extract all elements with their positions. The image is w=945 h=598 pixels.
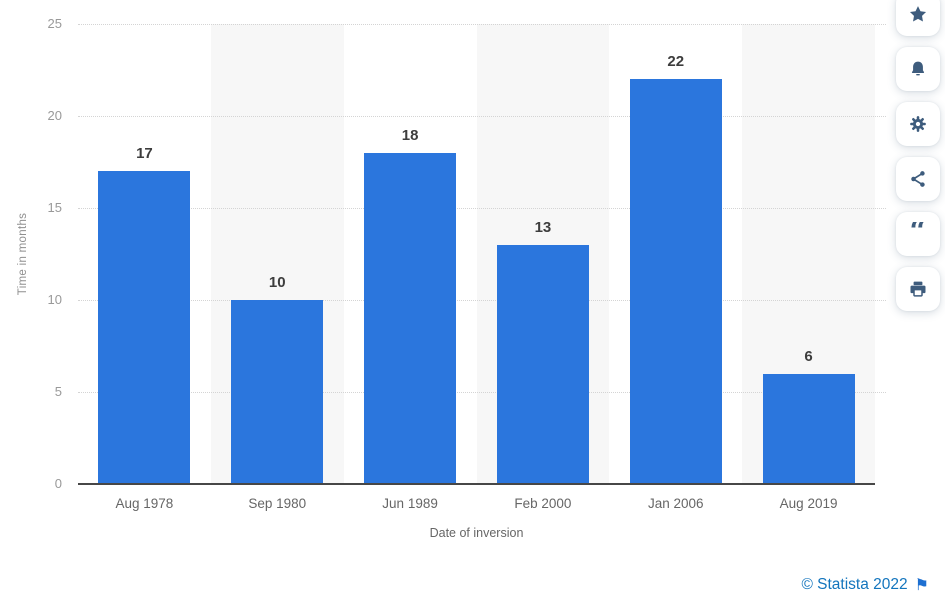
- y-tick-label: 20: [47, 108, 62, 123]
- bell-icon: [908, 59, 928, 79]
- gridline: [78, 392, 886, 393]
- bar: [98, 171, 191, 484]
- y-tick-label: 15: [47, 200, 62, 215]
- y-tick-label: 0: [54, 476, 62, 491]
- gridline: [78, 300, 886, 301]
- print-button[interactable]: [896, 267, 940, 311]
- x-axis-line: [78, 483, 875, 485]
- quote-icon: “: [909, 222, 927, 246]
- bar: [231, 300, 324, 484]
- alerts-button[interactable]: [896, 47, 940, 91]
- bar-value-label: 6: [804, 347, 813, 365]
- bar: [496, 244, 589, 484]
- gridline: [78, 116, 886, 117]
- share-button[interactable]: [896, 157, 940, 201]
- bar: [762, 373, 855, 484]
- statista-credit-link[interactable]: © Statista 2022 ⚑: [801, 576, 929, 594]
- bar: [629, 79, 722, 484]
- y-tick-label: 10: [47, 292, 62, 307]
- y-axis-title: Time in months: [17, 212, 29, 296]
- x-tick-label: Feb 2000: [514, 496, 572, 511]
- x-tick-label: Jan 2006: [647, 496, 704, 511]
- bar-value-label: 10: [268, 274, 286, 291]
- printer-icon: [908, 279, 928, 299]
- favorite-button[interactable]: [896, 0, 940, 36]
- y-tick-label: 5: [54, 384, 62, 399]
- gridline: [78, 208, 886, 209]
- bar-value-label: 18: [401, 126, 419, 144]
- x-tick-label: Sep 1980: [248, 496, 307, 511]
- bar: [364, 152, 457, 484]
- x-axis-title: Date of inversion: [429, 526, 524, 540]
- credit-text: © Statista 2022: [801, 576, 908, 593]
- y-tick-label: 25: [47, 16, 62, 31]
- star-icon: [908, 4, 928, 24]
- share-icon: [908, 169, 928, 189]
- gear-icon: [908, 114, 928, 134]
- x-tick-label: Jun 1989: [382, 496, 438, 511]
- bar-value-label: 13: [534, 218, 552, 236]
- gridline: [78, 24, 886, 25]
- x-tick-label: Aug 1978: [115, 496, 174, 511]
- cite-button[interactable]: “: [896, 212, 940, 256]
- bar-value-label: 17: [136, 145, 153, 163]
- bar-value-label: 22: [667, 53, 685, 71]
- flag-icon: ⚑: [914, 575, 929, 594]
- x-tick-label: Aug 2019: [779, 496, 838, 511]
- settings-button[interactable]: [896, 102, 940, 146]
